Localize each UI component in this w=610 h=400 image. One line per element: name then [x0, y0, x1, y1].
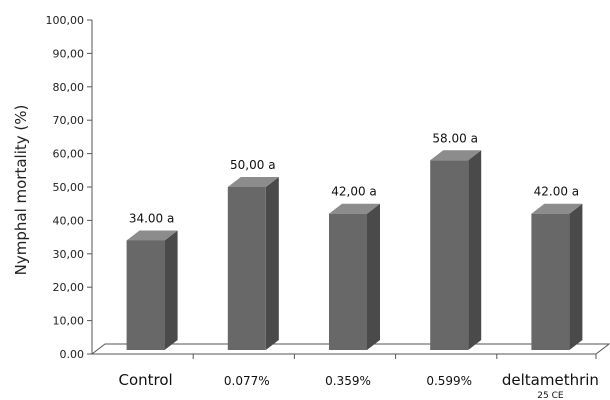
- category-label: 0.077%: [224, 374, 270, 388]
- category-labels: Control 0.077% 0.359% 0.599% deltamethrin 25 …: [118, 371, 598, 400]
- bar-top: [227, 177, 279, 187]
- bar: [227, 177, 279, 350]
- data-label: 34.00 a: [129, 211, 175, 225]
- bar-front: [227, 187, 266, 350]
- y-tick-label: 40,00: [53, 214, 85, 227]
- y-axis-ticks: 0.00 10,00 20,00 30,00 40,00 50,00 60,00 70,00 8…: [46, 14, 92, 361]
- category-label: 0.599%: [426, 374, 472, 388]
- bar: [126, 230, 178, 350]
- bar-top: [531, 203, 583, 214]
- bar-front: [126, 240, 165, 350]
- bar-top: [329, 203, 380, 214]
- category-label: deltamethrin: [502, 371, 599, 389]
- y-tick-label: 20,00: [53, 281, 85, 294]
- y-tick-label: 90,00: [53, 47, 85, 60]
- bar: [329, 203, 380, 350]
- bar-side: [367, 203, 380, 350]
- bars: [126, 150, 583, 350]
- bar-side: [265, 177, 279, 350]
- y-tick-label: 50,00: [53, 181, 85, 194]
- y-axis-title: Nymphal mortality (%): [12, 105, 30, 276]
- bar: [430, 150, 482, 350]
- y-tick-label: 30,00: [53, 248, 85, 261]
- data-label: 42,00 a: [331, 185, 377, 199]
- category-label: 0.359%: [325, 374, 371, 388]
- bar-top: [430, 150, 482, 161]
- y-tick-label: 10,00: [53, 315, 85, 328]
- bar-front: [329, 213, 367, 350]
- data-label: 50,00 a: [230, 158, 276, 172]
- y-tick-label: 100,00: [46, 14, 85, 27]
- bar-side: [569, 203, 583, 350]
- bar-front: [430, 160, 469, 350]
- bar-side: [164, 230, 178, 350]
- y-tick-label: 70,00: [53, 114, 85, 127]
- y-tick-label: 80,00: [53, 81, 85, 94]
- data-labels: 34.00 a 50,00 a 42,00 a 58.00 a 42.00 a: [129, 131, 579, 225]
- category-label: Control: [118, 371, 172, 389]
- category-sublabel: 25 CE: [537, 391, 564, 400]
- bar-top: [126, 230, 178, 241]
- bar-side: [468, 150, 482, 350]
- bar: [531, 203, 583, 350]
- bar-front: [531, 213, 570, 350]
- data-label: 58.00 a: [432, 131, 478, 145]
- y-tick-label: 0.00: [60, 348, 85, 361]
- data-label: 42.00 a: [534, 185, 580, 199]
- y-tick-label: 60,00: [53, 148, 85, 161]
